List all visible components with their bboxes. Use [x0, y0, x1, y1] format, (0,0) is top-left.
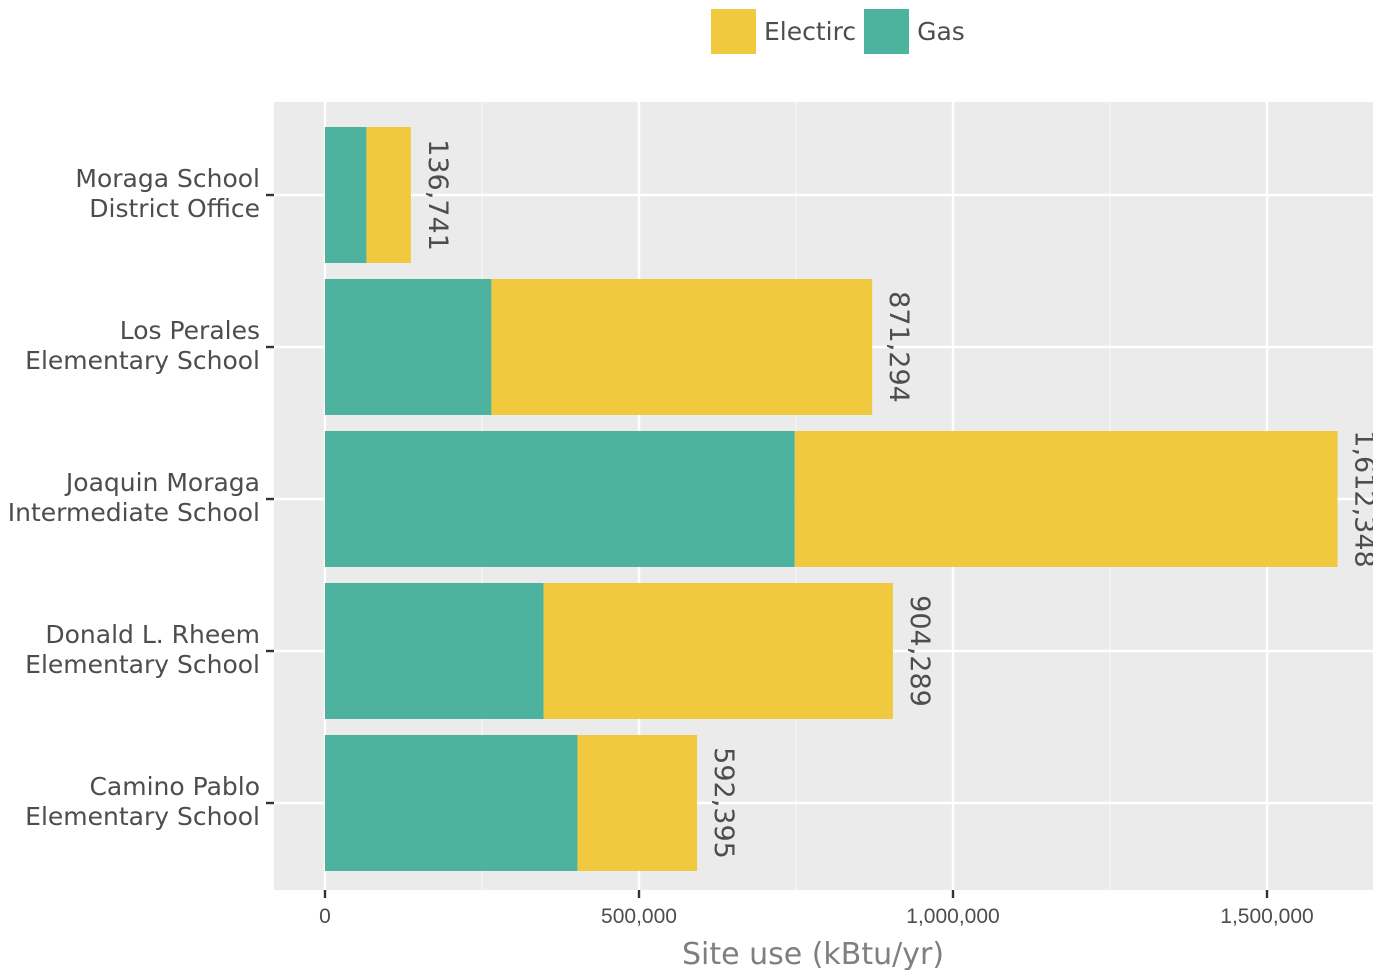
y-tick-label: Intermediate School [8, 498, 260, 527]
y-tick-label: Elementary School [25, 650, 260, 679]
value-labels: 136,741 871,294 1,612,348 904,289 592,395 [422, 139, 1373, 859]
x-axis: 0 500,000 1,000,000 1,500,000 [319, 890, 1314, 928]
bar-electirc [491, 279, 873, 415]
legend-item-electric: Electirc [711, 9, 856, 54]
y-tick-label: District Office [89, 194, 260, 223]
y-tick-label: Joaquin Moraga [64, 468, 260, 497]
y-tick-label: Camino Pablo [89, 772, 260, 801]
bar-electirc [366, 127, 411, 263]
x-tick-label: 0 [319, 905, 331, 928]
y-tick-label: Elementary School [25, 802, 260, 831]
bar-gas [325, 431, 795, 567]
total-label: 136,741 [422, 139, 453, 251]
legend-label-gas: Gas [917, 17, 965, 46]
total-label: 1,612,348 [1349, 430, 1373, 567]
x-axis-title: Site use (kBtu/yr) [682, 937, 944, 970]
bars [325, 127, 1338, 871]
bar-electirc [543, 583, 893, 719]
bar-gas [325, 127, 367, 263]
bar-electirc [577, 735, 698, 871]
legend-item-gas: Gas [864, 9, 965, 54]
legend-swatch-gas [864, 9, 910, 54]
total-label: 871,294 [883, 291, 914, 403]
x-tick-label: 1,000,000 [906, 905, 999, 928]
bar-gas [325, 583, 544, 719]
bar-gas [325, 735, 578, 871]
total-label: 592,395 [708, 747, 739, 859]
legend-label-electric: Electirc [764, 17, 857, 46]
legend-swatch-electric [711, 9, 756, 54]
y-tick-label: Moraga School [75, 164, 260, 193]
x-tick-label: 500,000 [601, 905, 677, 928]
x-tick-label: 1,500,000 [1220, 905, 1313, 928]
bar-gas [325, 279, 492, 415]
total-label: 904,289 [904, 595, 935, 707]
y-tick-label: Los Perales [120, 316, 260, 345]
bar-electirc [794, 431, 1338, 567]
legend: Electirc Gas [711, 9, 973, 54]
y-tick-label: Elementary School [25, 346, 260, 375]
y-tick-label: Donald L. Rheem [45, 620, 260, 649]
